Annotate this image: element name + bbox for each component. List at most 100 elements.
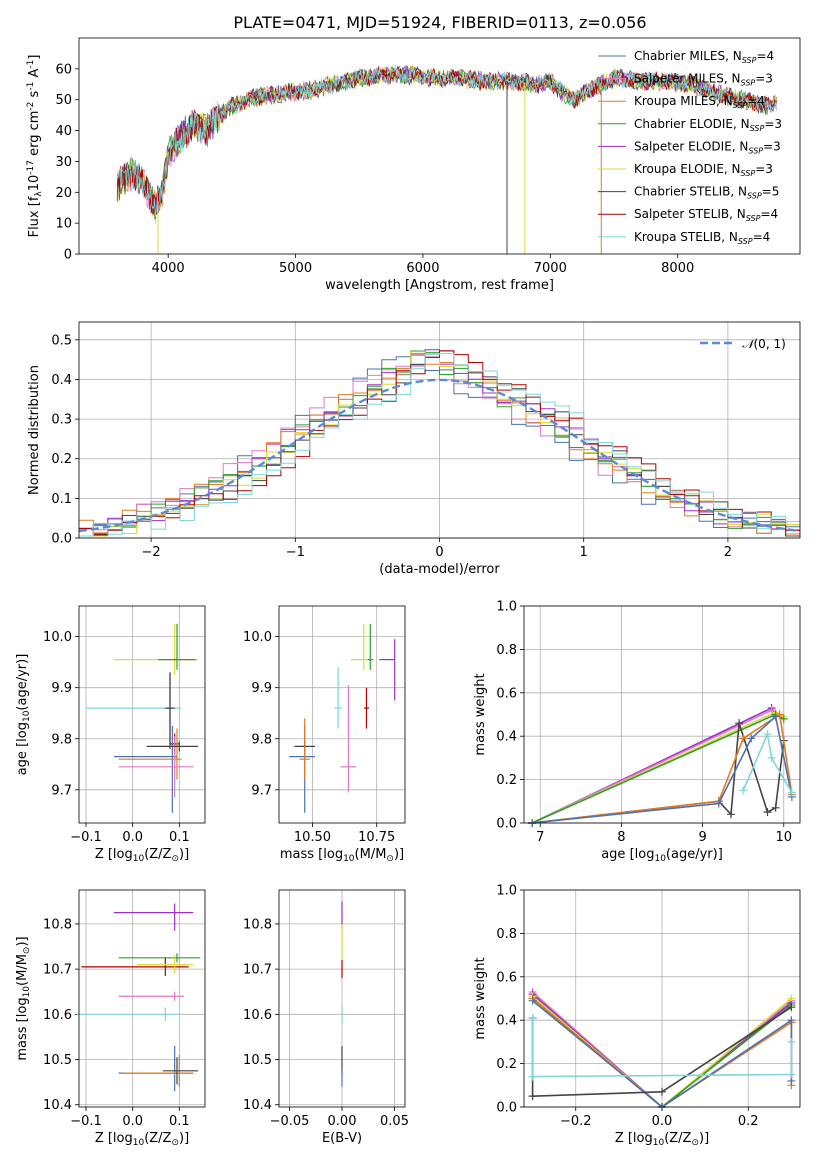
weight-marker (763, 730, 772, 739)
legend-subscript: SSP (747, 192, 762, 201)
weight-marker (771, 712, 780, 721)
figure-title: PLATE=0471, MJD=51924, FIBERID=0113, z=0… (233, 13, 646, 32)
y-axis-label: age [log10(age/yr)] (15, 654, 32, 776)
weight-marker (528, 996, 537, 1005)
panel-age-vs-mass: 10.50 10.75 9.7 9.8 9.9 10.0 mass [log10(M/M⊙)… (243, 605, 406, 864)
y-tick-label: 9.9 (51, 681, 72, 696)
x-tick-label: 8000 (661, 261, 694, 276)
x-axis-label: E(B-V) (322, 1131, 362, 1146)
weight-marker (735, 719, 744, 728)
weight-marker (528, 1092, 537, 1101)
panel-residuals: −2 −1 0 1 2 0.0 0.1 0.2 0.3 0.4 0.5 (data-model)/er… (27, 321, 801, 577)
y-tick-label: 10.7 (43, 963, 72, 978)
legend-subscript: SSP (748, 146, 763, 155)
weight-marker (787, 1003, 796, 1012)
y-tick-label: 40 (55, 124, 72, 139)
x-tick-label: 0.1 (169, 830, 190, 845)
y-tick-label: 0.8 (496, 927, 517, 942)
y-tick-label: 0.6 (496, 970, 517, 985)
x-tick-label: 10 (775, 830, 792, 845)
y-tick-label: 0.5 (51, 333, 72, 348)
x-axis-label: mass [log10(M/M⊙)] (280, 847, 404, 864)
weight-marker (767, 706, 776, 715)
x-tick-label: −0.05 (270, 1114, 310, 1129)
x-axis-label: (data-model)/error (379, 562, 500, 577)
panel-mass-vs-Z: −0.1 0.0 0.1 10.4 10.5 10.6 10.7 10.8 Z [log10(Z… (15, 889, 206, 1148)
y-axis-label: Normed distribution (27, 365, 42, 495)
x-tick-label: 0.05 (380, 1114, 409, 1129)
x-axis-label: Z [log10(Z/Z⊙)] (615, 1131, 709, 1148)
y-tick-label: 9.8 (251, 732, 272, 747)
x-tick-label: 6000 (406, 261, 439, 276)
y-tick-label: 0 (64, 248, 72, 263)
y-tick-label: 9.7 (251, 783, 272, 798)
legend-subscript: SSP (733, 101, 748, 110)
legend-label: Kroupa MILES, NSSP=4 (634, 94, 765, 110)
y-tick-label: 9.8 (51, 732, 72, 747)
x-tick-label: 10.50 (294, 830, 331, 845)
y-axis-label: Flux [fλ10-17 erg cm-2 s-1 A-1] (26, 55, 44, 238)
legend-label: Salpeter STELIB, NSSP=4 (634, 207, 778, 223)
x-tick-label: 0.1 (169, 1114, 190, 1129)
x-tick-label: 0.0 (122, 1114, 143, 1129)
y-tick-label: 10.5 (43, 1053, 72, 1068)
normal-curve (78, 378, 801, 533)
weight-marker (528, 1014, 537, 1023)
axes-frame (78, 605, 206, 824)
legend-label: 𝒩(0, 1) (742, 337, 786, 351)
weight-marker (787, 1037, 796, 1046)
x-tick-label: −0.2 (560, 1114, 592, 1129)
y-tick-label: 10.7 (243, 963, 272, 978)
legend-label: Salpeter ELODIE, NSSP=3 (634, 139, 781, 155)
weight-line (531, 1018, 793, 1078)
x-tick-label: 0 (435, 545, 443, 560)
x-axis-label: Z [log10(Z/Z⊙)] (95, 1131, 189, 1148)
y-tick-label: 0.8 (496, 643, 517, 658)
y-axis-label: mass weight (473, 673, 488, 755)
panel-spectrum: 4000 5000 6000 7000 8000 0 10 20 30 40 50 60 wavelen… (26, 37, 801, 293)
y-tick-label: 10.6 (43, 1008, 72, 1023)
legend-label: Chabrier MILES, NSSP=4 (634, 49, 774, 65)
histogram-series (79, 353, 800, 537)
axes-frame (523, 889, 801, 1108)
y-tick-label: 10.6 (243, 1008, 272, 1023)
legend-label: Kroupa ELODIE, NSSP=3 (634, 162, 773, 178)
axes-frame (78, 37, 801, 255)
y-tick-label: 10.0 (43, 630, 72, 645)
legend-suffix: =4 (747, 94, 765, 108)
legend-subscript: SSP (741, 79, 756, 88)
weight-marker (739, 786, 748, 795)
y-tick-label: 0.4 (496, 730, 517, 745)
x-tick-label: 4000 (152, 261, 185, 276)
axes-frame (78, 889, 206, 1108)
x-axis-label: wavelength [Angstrom, rest frame] (325, 278, 554, 293)
legend-suffix: =4 (753, 230, 771, 244)
axes-frame (278, 605, 406, 824)
weight-marker (727, 810, 735, 819)
y-tick-label: 0.0 (51, 532, 72, 547)
y-tick-label: 60 (55, 62, 72, 77)
spectrum-line (116, 65, 778, 217)
y-tick-label: 0.2 (496, 773, 517, 788)
y-tick-label: 10.0 (243, 630, 272, 645)
y-tick-label: 30 (55, 155, 72, 170)
legend-subscript: SSP (746, 214, 761, 223)
x-tick-label: 5000 (279, 261, 312, 276)
weight-marker (747, 734, 756, 743)
legend-suffix: =3 (755, 72, 773, 86)
y-tick-label: 0.4 (496, 1014, 517, 1029)
x-tick-label: 0.0 (122, 830, 143, 845)
legend-subscript: SSP (738, 237, 753, 246)
y-axis-label: mass weight (473, 957, 488, 1039)
axes-frame (523, 605, 801, 824)
weight-marker (767, 753, 776, 762)
x-tick-label: 9 (698, 830, 706, 845)
y-tick-label: 10.5 (243, 1053, 272, 1068)
x-axis-label: age [log10(age/yr)] (601, 847, 723, 864)
x-tick-label: 10.75 (358, 830, 395, 845)
axes-frame (78, 321, 801, 539)
y-tick-label: 10 (55, 217, 72, 232)
y-tick-label: 20 (55, 186, 72, 201)
x-tick-label: 7000 (534, 261, 567, 276)
